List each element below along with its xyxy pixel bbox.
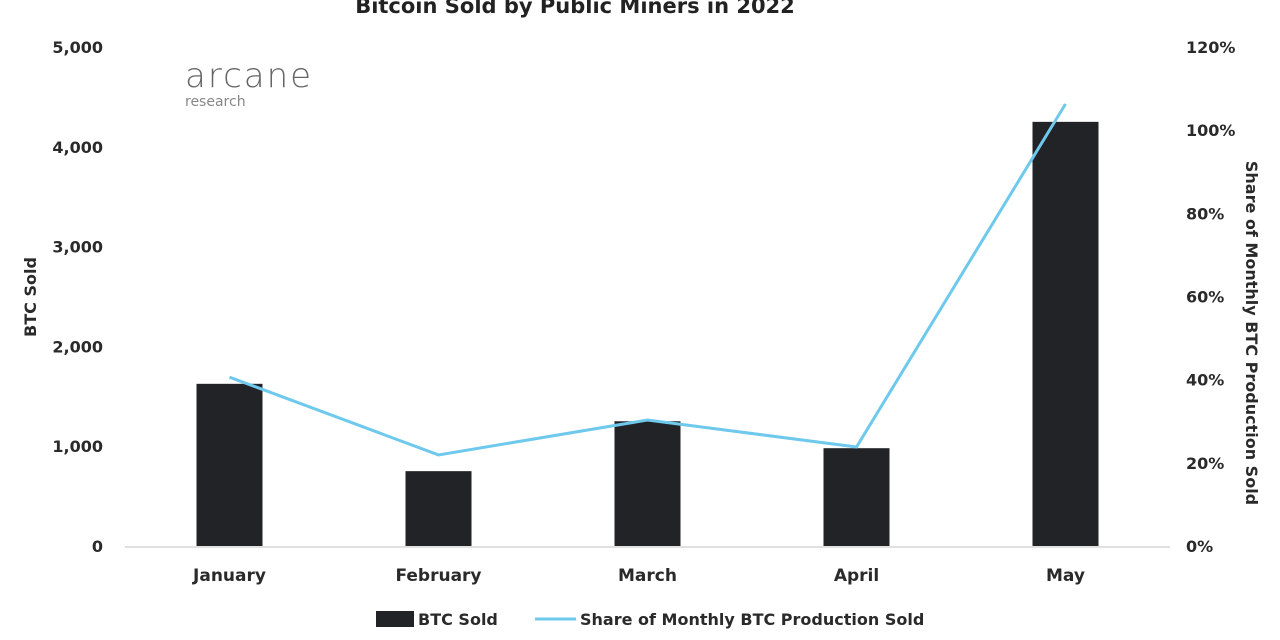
bar-march	[614, 421, 681, 546]
x-tick-label: January	[192, 566, 266, 586]
x-tick-label: April	[834, 566, 879, 586]
bar-april	[823, 448, 890, 546]
chart-title: Bitcoin Sold by Public Miners in 2022	[355, 0, 795, 18]
logo-text: arcane	[185, 56, 314, 96]
x-tick-label: February	[395, 566, 481, 586]
y2-tick-label: 80%	[1186, 204, 1224, 223]
y2-tick-label: 0%	[1186, 537, 1213, 556]
y-tick-label: 1,000	[52, 437, 103, 456]
y2-tick-label: 120%	[1186, 38, 1235, 57]
x-tick-label: May	[1046, 566, 1085, 586]
bar-january	[196, 383, 263, 546]
y-tick-label: 0	[92, 537, 103, 556]
y-tick-label: 5,000	[52, 38, 103, 57]
legend-line-label: Share of Monthly BTC Production Sold	[580, 610, 924, 629]
share-line	[228, 103, 1067, 457]
y-axis-label: BTC Sold	[21, 257, 40, 337]
y-tick-label: 4,000	[52, 138, 103, 157]
bar-february	[405, 471, 472, 546]
x-tick-label: March	[618, 566, 677, 586]
y2-tick-label: 40%	[1186, 371, 1224, 390]
legend-bar-label: BTC Sold	[418, 610, 498, 629]
y2-tick-label: 60%	[1186, 288, 1224, 307]
logo-subtext: research	[185, 94, 246, 110]
arcane-research-logo: arcane research	[185, 58, 313, 110]
bar-may	[1032, 121, 1099, 546]
y2-tick-label: 100%	[1186, 121, 1235, 140]
y-tick-label: 3,000	[52, 238, 103, 257]
legend-bar-swatch	[376, 611, 414, 627]
y-tick-label: 2,000	[52, 337, 103, 356]
y2-tick-label: 20%	[1186, 454, 1224, 473]
y2-axis-label: Share of Monthly BTC Production Sold	[1242, 161, 1261, 505]
